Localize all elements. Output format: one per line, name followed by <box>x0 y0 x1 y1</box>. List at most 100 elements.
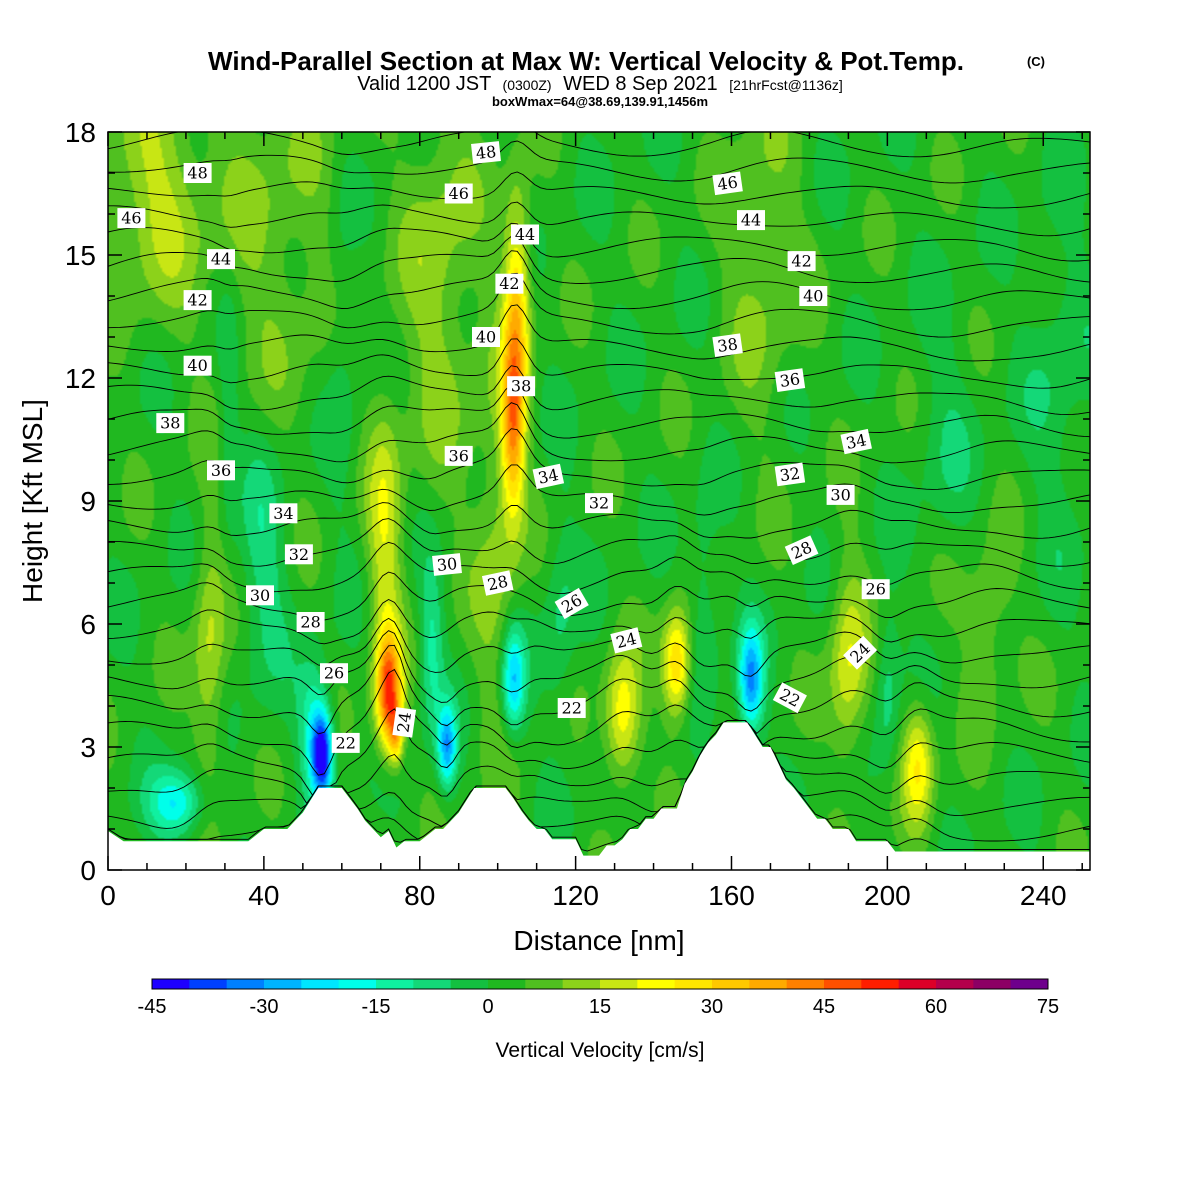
contour-label-bg <box>610 627 643 654</box>
colorbar-bin <box>749 979 788 989</box>
contour-label-text: 32 <box>589 494 609 513</box>
colorbar-bin <box>898 979 937 989</box>
theta-contour-22 <box>107 719 1091 842</box>
theta-contour-36 <box>107 428 1091 490</box>
contour-label-bg <box>712 333 743 358</box>
contour-label-text: 40 <box>187 356 207 375</box>
contour-label: 42 <box>183 290 212 311</box>
contour-label-bg <box>444 183 473 204</box>
contour-label: 32 <box>284 544 313 565</box>
contour-label-text: 26 <box>866 580 886 599</box>
contour-label-bg <box>117 208 146 229</box>
x-axis-label: Distance [nm] <box>513 925 684 956</box>
colorbar-bin <box>1010 979 1049 989</box>
contour-label-text: 36 <box>211 461 231 480</box>
contour-label: 46 <box>712 171 743 196</box>
contour-label: 40 <box>472 327 500 347</box>
colorbar-bin <box>488 979 526 989</box>
contour-label: 30 <box>432 553 462 576</box>
y-tick-label: 9 <box>80 486 96 517</box>
colorbar-tick-label: -45 <box>138 996 167 1018</box>
contour-label-text: 42 <box>791 252 811 271</box>
x-tick-label: 0 <box>100 880 116 911</box>
theta-contour-40 <box>107 338 1091 389</box>
contour-label-bg <box>840 428 872 455</box>
contour-label: 38 <box>712 333 743 358</box>
colorbar-bin <box>712 979 750 989</box>
contour-label-text: 46 <box>716 172 739 194</box>
contour-label: 30 <box>246 585 274 606</box>
contour-label-text: 34 <box>273 504 293 523</box>
contour-label-text: 38 <box>160 414 180 433</box>
colorbar-bin <box>264 979 302 989</box>
colorbar-bin <box>861 979 900 989</box>
box-wmax: boxWmax=64@38.69,139.91,1456m <box>492 94 708 109</box>
contour-label-text: 36 <box>449 446 469 465</box>
y-tick-label: 3 <box>80 732 96 763</box>
contour-label-bg <box>183 163 212 183</box>
theta-contour-43 <box>107 250 1091 311</box>
contour-label: 44 <box>511 224 539 245</box>
contour-label: 38 <box>156 413 185 434</box>
theta-contour-34 <box>107 502 1091 539</box>
plot-area: 4846444240383634323028262224484644424038… <box>65 117 1091 911</box>
y-tick-label: 15 <box>65 240 96 271</box>
colorbar-bin <box>189 979 228 989</box>
contour-label-bg <box>511 224 539 245</box>
contour-label-bg <box>774 462 806 487</box>
contour-label-text: 44 <box>211 250 231 269</box>
contour-label: 30 <box>826 484 855 505</box>
theta-contour-25 <box>107 708 1091 797</box>
contour-label-bg <box>472 327 500 347</box>
contour-label-bg <box>787 251 816 272</box>
colorbar-label: Vertical Velocity [cm/s] <box>496 1039 705 1062</box>
contour-label: 32 <box>585 493 613 514</box>
theta-contour-42 <box>107 272 1091 338</box>
contour-label: 36 <box>207 460 235 481</box>
colorbar-tick-label: -30 <box>250 996 279 1018</box>
contour-label-bg <box>331 732 360 753</box>
x-tick-label: 40 <box>248 880 279 911</box>
contour-label: 32 <box>774 462 806 487</box>
valid-utc: (0300Z) <box>503 77 552 93</box>
colorbar-bin <box>600 979 638 989</box>
contour-label: 34 <box>269 503 298 524</box>
contour-label-text: 40 <box>476 328 496 347</box>
y-tick-label: 18 <box>65 117 96 148</box>
contour-label-bg <box>207 249 235 270</box>
contour-label-bg <box>737 210 765 231</box>
colorbar-tick-label: 30 <box>701 996 723 1018</box>
colorbar-bin <box>226 979 265 989</box>
contour-label: 46 <box>444 183 473 204</box>
contour-label: 40 <box>183 355 212 376</box>
colorbar-tick-label: 45 <box>813 996 835 1018</box>
valid-date: WED 8 Sep 2021 <box>563 73 718 95</box>
contour-label-bg <box>861 579 890 600</box>
contour-label-text: 30 <box>830 485 850 504</box>
contour-label-text: 36 <box>778 369 801 391</box>
contour-label-bg <box>284 544 313 565</box>
contour-label-bg <box>772 682 807 714</box>
contour-label-bg <box>296 612 325 632</box>
contour-label-text: 48 <box>475 142 497 163</box>
copyright-mark: (C) <box>1027 54 1045 69</box>
contour-label-text: 40 <box>803 287 823 306</box>
theta-contour-41 <box>107 304 1091 362</box>
contour-label-text: 44 <box>515 225 535 244</box>
contour-label-bg <box>495 273 524 294</box>
contour-label-bg <box>774 368 806 392</box>
contour-label: 48 <box>183 163 212 183</box>
contour-label-bg <box>799 286 828 306</box>
contour-label-text: 46 <box>449 184 469 203</box>
x-tick-label: 200 <box>864 880 911 911</box>
contour-label-bg <box>507 376 536 397</box>
contour-label-text: 32 <box>778 464 801 486</box>
contour-label-bg <box>585 493 613 514</box>
contour-label-bg <box>269 503 298 524</box>
contour-label: 28 <box>296 612 325 632</box>
contour-label-bg <box>557 698 586 718</box>
contour-label: 26 <box>320 663 348 684</box>
colorbar-tick-label: -15 <box>362 996 391 1018</box>
contour-label: 38 <box>507 376 536 397</box>
contour-label-bg <box>471 141 501 164</box>
